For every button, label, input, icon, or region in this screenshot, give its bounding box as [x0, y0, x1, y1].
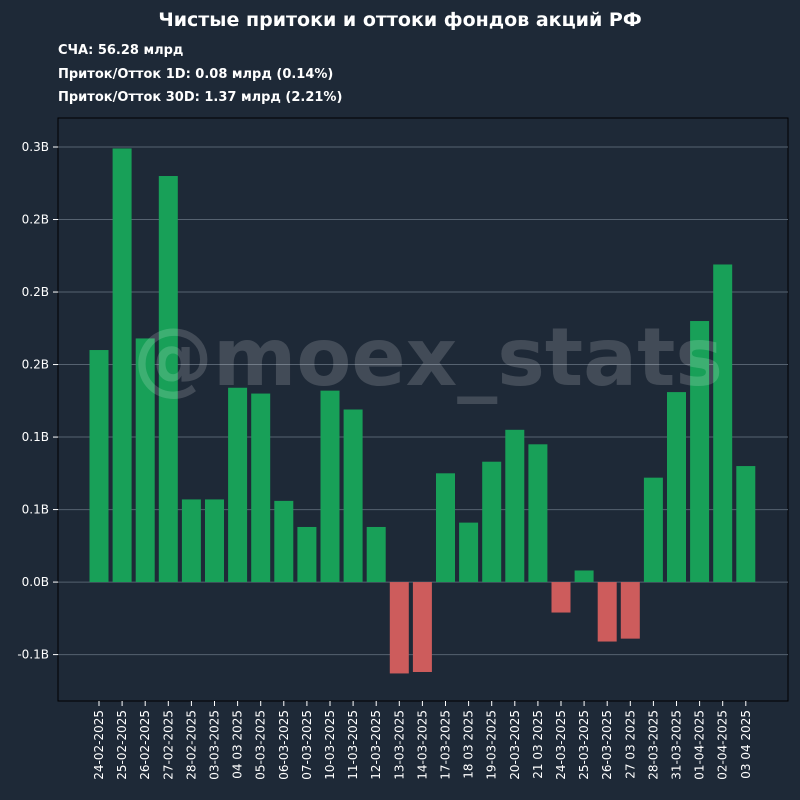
x-tick-label: 28-02-2025 — [184, 710, 198, 780]
x-tick-label: 25-03-2025 — [577, 710, 591, 780]
x-tick-label: 10-03-2025 — [323, 710, 337, 780]
y-tick-label: 0.0B — [22, 575, 49, 589]
bar — [736, 466, 756, 583]
x-tick-label: 27 03 2025 — [623, 710, 637, 779]
bar — [135, 338, 155, 583]
x-axis: 24-02-2025 25-02-2025 26-02-2025 27-02-2025… — [92, 701, 753, 780]
bar — [459, 522, 479, 583]
x-tick-label: 05-03-2025 — [254, 710, 268, 780]
bar — [482, 461, 502, 583]
flow-1d-stat: Приток/Отток 1D: 0.08 млрд (0.14%) — [58, 67, 334, 82]
y-tick-label: 0.2B — [22, 285, 49, 299]
chart-title: Чистые притоки и оттоки фондов акций РФ — [158, 9, 642, 31]
x-tick-label: 28-03-2025 — [646, 710, 660, 780]
bar — [112, 148, 132, 583]
x-tick-label: 24-02-2025 — [92, 710, 106, 780]
x-tick-label: 13-03-2025 — [392, 710, 406, 780]
bar — [320, 390, 340, 583]
bar — [436, 473, 455, 583]
y-tick-label: 0.3B — [22, 140, 49, 154]
x-tick-label: 26-03-2025 — [600, 710, 614, 780]
flow-30d-stat: Приток/Отток 30D: 1.37 млрд (2.21%) — [58, 90, 343, 105]
x-tick-label: 17-03-2025 — [439, 710, 453, 780]
bar — [412, 582, 432, 672]
x-tick-label: 14-03-2025 — [415, 710, 429, 780]
y-tick-label: 0.1B — [22, 430, 49, 444]
x-tick-label: 06-03-2025 — [277, 710, 291, 780]
bar — [690, 321, 710, 583]
bar — [389, 582, 409, 674]
x-tick-label: 20-03-2025 — [508, 710, 522, 780]
x-tick-label: 02-04-2025 — [716, 710, 730, 780]
x-tick-label: 18 03 2025 — [462, 710, 476, 779]
bar — [667, 392, 686, 583]
plot-area — [57, 117, 789, 702]
bar — [274, 500, 294, 583]
bar — [574, 570, 594, 583]
y-tick-label: 0.1B — [22, 503, 49, 517]
x-tick-label: 26-02-2025 — [138, 710, 152, 780]
x-tick-label: 01-04-2025 — [693, 710, 707, 780]
bar — [343, 409, 363, 583]
x-tick-label: 03-03-2025 — [208, 710, 222, 780]
x-tick-label: 03 04 2025 — [739, 710, 753, 779]
y-tick-label: 0.2B — [22, 213, 49, 227]
bar — [713, 264, 733, 583]
x-tick-label: 07-03-2025 — [300, 710, 314, 780]
x-tick-label: 27-02-2025 — [161, 710, 175, 780]
y-axis: -0.1B 0.0B 0.1B 0.1B 0.2B 0.2B 0.2B 0.3B — [17, 140, 58, 662]
bar — [89, 350, 109, 583]
x-tick-label: 11-03-2025 — [346, 710, 360, 780]
bar — [528, 444, 548, 583]
nav-stat: СЧА: 56.28 млрд — [58, 43, 184, 58]
bar — [597, 582, 617, 642]
bar — [158, 176, 178, 583]
bar — [297, 526, 317, 583]
bar — [366, 526, 386, 583]
x-tick-label: 24-03-2025 — [554, 710, 568, 780]
bar — [228, 387, 248, 583]
bars — [89, 148, 756, 674]
bar — [551, 582, 571, 613]
bar — [251, 393, 271, 583]
x-tick-label: 21 03 2025 — [531, 710, 545, 779]
watermark-text: @moex_stats — [133, 311, 723, 404]
x-tick-label: 04 03 2025 — [231, 710, 245, 779]
bar — [181, 499, 201, 583]
x-tick-label: 31-03-2025 — [670, 710, 684, 780]
bar — [643, 477, 663, 583]
x-tick-label: 19-03-2025 — [485, 710, 499, 780]
y-tick-label: -0.1B — [17, 648, 49, 662]
y-tick-label: 0.2B — [22, 358, 49, 372]
bar — [505, 429, 525, 583]
x-tick-label: 25-02-2025 — [115, 710, 129, 780]
bar — [205, 499, 224, 583]
x-tick-label: 12-03-2025 — [369, 710, 383, 780]
bar — [620, 582, 640, 639]
